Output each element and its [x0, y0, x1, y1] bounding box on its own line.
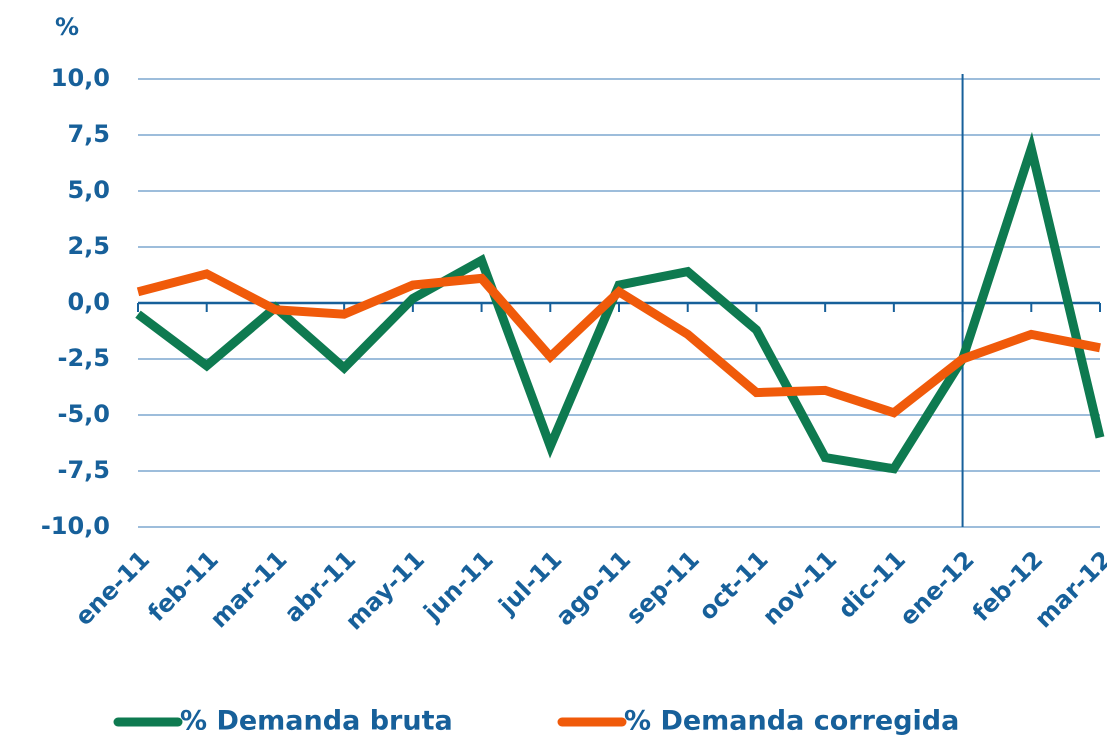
legend-label: % Demanda corregida: [624, 706, 959, 737]
y-tick-label: 0,0: [67, 288, 110, 316]
series-line: [135, 131, 1105, 474]
y-tick-label: -2,5: [58, 344, 110, 372]
x-tick-label: ene-11: [70, 545, 156, 631]
y-axis-label: %: [55, 13, 79, 41]
x-tick-label: ene-12: [894, 545, 980, 631]
y-tick-label: -5,0: [58, 400, 110, 428]
y-tick-label: 10,0: [51, 64, 110, 92]
x-tick-label: jun-11: [418, 545, 499, 626]
legend: % Demanda bruta % Demanda corregida: [113, 706, 959, 737]
y-tick-label: 2,5: [67, 232, 110, 260]
x-tick-label: sep-11: [621, 545, 705, 629]
y-tick-label: -7,5: [58, 456, 110, 484]
y-tick-label: 5,0: [67, 176, 110, 204]
x-tick-label: nov-11: [757, 545, 842, 630]
y-tick-label: 7,5: [67, 120, 110, 148]
series-line: [136, 269, 1101, 418]
legend-label: % Demanda bruta: [180, 706, 453, 737]
x-tick-label: ago-11: [550, 545, 636, 631]
y-tick-label: -10,0: [41, 512, 110, 540]
x-tick-label: mar-11: [205, 545, 293, 633]
